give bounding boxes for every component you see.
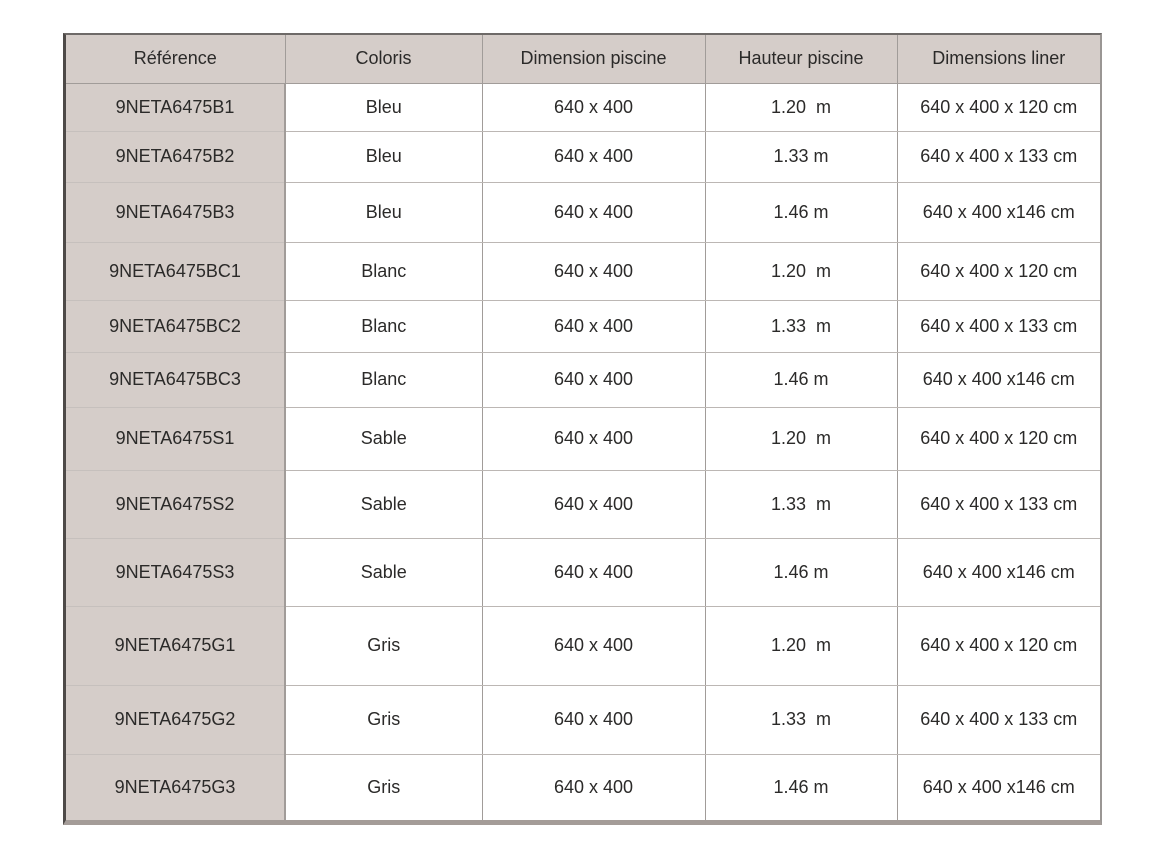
cell-reference: 9NETA6475B2 xyxy=(66,131,286,183)
cell-reference: 9NETA6475G1 xyxy=(66,606,286,686)
cell-dimension-piscine: 640 x 400 xyxy=(482,407,706,471)
table-row: 9NETA6475B3 Bleu 640 x 400 1.46 m 640 x 400 … xyxy=(66,182,1100,243)
cell-reference: 9NETA6475S2 xyxy=(66,470,286,539)
cell-coloris: Bleu xyxy=(285,83,483,132)
header-cell-reference: Référence xyxy=(66,35,286,84)
cell-dimensions-liner: 640 x 400 x 133 cm xyxy=(897,300,1100,353)
cell-reference: 9NETA6475BC3 xyxy=(66,352,286,408)
cell-coloris: Blanc xyxy=(285,352,483,408)
cell-dimension-piscine: 640 x 400 xyxy=(482,352,706,408)
header-cell-coloris: Coloris xyxy=(285,35,483,84)
cell-dimensions-liner: 640 x 400 x 133 cm xyxy=(897,470,1100,539)
cell-hauteur-piscine: 1.46 m xyxy=(705,352,898,408)
cell-dimensions-liner: 640 x 400 x 120 cm xyxy=(897,407,1100,471)
table-row: 9NETA6475BC1 Blanc 640 x 400 1.20 m 640 x 40… xyxy=(66,242,1100,301)
cell-hauteur-piscine: 1.33 m xyxy=(705,131,898,183)
table-row: 9NETA6475S2 Sable 640 x 400 1.33 m 640 x 400… xyxy=(66,470,1100,539)
table-row: 9NETA6475G3 Gris 640 x 400 1.46 m 640 x 400 … xyxy=(66,754,1100,820)
table-row: 9NETA6475S1 Sable 640 x 400 1.20 m 640 x 400… xyxy=(66,407,1100,471)
cell-hauteur-piscine: 1.20 m xyxy=(705,606,898,686)
cell-dimension-piscine: 640 x 400 xyxy=(482,606,706,686)
product-table: Référence Coloris Dimension piscine Hauteur… xyxy=(66,35,1100,820)
table-row: 9NETA6475G2 Gris 640 x 400 1.33 m 640 x 400 … xyxy=(66,685,1100,755)
cell-reference: 9NETA6475BC1 xyxy=(66,242,286,301)
table-row: 9NETA6475BC2 Blanc 640 x 400 1.33 m 640 x 40… xyxy=(66,300,1100,353)
cell-dimension-piscine: 640 x 400 xyxy=(482,131,706,183)
cell-hauteur-piscine: 1.20 m xyxy=(705,407,898,471)
table-row: 9NETA6475BC3 Blanc 640 x 400 1.46 m 640 x 40… xyxy=(66,352,1100,408)
cell-coloris: Bleu xyxy=(285,131,483,183)
cell-hauteur-piscine: 1.46 m xyxy=(705,538,898,607)
cell-coloris: Bleu xyxy=(285,182,483,243)
product-spec-table-container: Référence Coloris Dimension piscine Hauteur… xyxy=(63,33,1102,825)
table-body: 9NETA6475B1 Bleu 640 x 400 1.20 m 640 x 400 … xyxy=(66,83,1100,820)
cell-reference: 9NETA6475B3 xyxy=(66,182,286,243)
cell-dimension-piscine: 640 x 400 xyxy=(482,242,706,301)
cell-dimensions-liner: 640 x 400 x 120 cm xyxy=(897,83,1100,132)
header-row: Référence Coloris Dimension piscine Hauteur… xyxy=(66,35,1100,84)
cell-dimension-piscine: 640 x 400 xyxy=(482,83,706,132)
cell-coloris: Blanc xyxy=(285,242,483,301)
cell-reference: 9NETA6475BC2 xyxy=(66,300,286,353)
cell-coloris: Gris xyxy=(285,685,483,755)
cell-dimensions-liner: 640 x 400 x146 cm xyxy=(897,352,1100,408)
cell-coloris: Sable xyxy=(285,407,483,471)
table-row: 9NETA6475B2 Bleu 640 x 400 1.33 m 640 x 400 … xyxy=(66,131,1100,183)
cell-coloris: Sable xyxy=(285,538,483,607)
cell-dimension-piscine: 640 x 400 xyxy=(482,182,706,243)
cell-dimensions-liner: 640 x 400 x 133 cm xyxy=(897,685,1100,755)
cell-reference: 9NETA6475S3 xyxy=(66,538,286,607)
cell-dimensions-liner: 640 x 400 x146 cm xyxy=(897,538,1100,607)
cell-hauteur-piscine: 1.33 m xyxy=(705,300,898,353)
cell-dimension-piscine: 640 x 400 xyxy=(482,538,706,607)
cell-reference: 9NETA6475B1 xyxy=(66,83,286,132)
cell-hauteur-piscine: 1.46 m xyxy=(705,754,898,820)
cell-dimension-piscine: 640 x 400 xyxy=(482,470,706,539)
cell-hauteur-piscine: 1.33 m xyxy=(705,685,898,755)
cell-coloris: Gris xyxy=(285,606,483,686)
cell-dimensions-liner: 640 x 400 x146 cm xyxy=(897,754,1100,820)
cell-reference: 9NETA6475G2 xyxy=(66,685,286,755)
cell-hauteur-piscine: 1.20 m xyxy=(705,83,898,132)
header-cell-hauteur-piscine: Hauteur piscine xyxy=(705,35,898,84)
table-row: 9NETA6475G1 Gris 640 x 400 1.20 m 640 x 400 … xyxy=(66,606,1100,686)
table-row: 9NETA6475B1 Bleu 640 x 400 1.20 m 640 x 400 … xyxy=(66,83,1100,132)
cell-dimension-piscine: 640 x 400 xyxy=(482,300,706,353)
cell-dimension-piscine: 640 x 400 xyxy=(482,754,706,820)
cell-coloris: Gris xyxy=(285,754,483,820)
cell-dimensions-liner: 640 x 400 x 120 cm xyxy=(897,606,1100,686)
table-row: 9NETA6475S3 Sable 640 x 400 1.46 m 640 x 400… xyxy=(66,538,1100,607)
header-cell-dimension-piscine: Dimension piscine xyxy=(482,35,706,84)
cell-hauteur-piscine: 1.33 m xyxy=(705,470,898,539)
cell-reference: 9NETA6475G3 xyxy=(66,754,286,820)
cell-hauteur-piscine: 1.20 m xyxy=(705,242,898,301)
header-cell-dimensions-liner: Dimensions liner xyxy=(897,35,1100,84)
cell-dimensions-liner: 640 x 400 x 133 cm xyxy=(897,131,1100,183)
cell-reference: 9NETA6475S1 xyxy=(66,407,286,471)
cell-hauteur-piscine: 1.46 m xyxy=(705,182,898,243)
cell-dimensions-liner: 640 x 400 x 120 cm xyxy=(897,242,1100,301)
cell-dimensions-liner: 640 x 400 x146 cm xyxy=(897,182,1100,243)
cell-coloris: Sable xyxy=(285,470,483,539)
cell-coloris: Blanc xyxy=(285,300,483,353)
cell-dimension-piscine: 640 x 400 xyxy=(482,685,706,755)
